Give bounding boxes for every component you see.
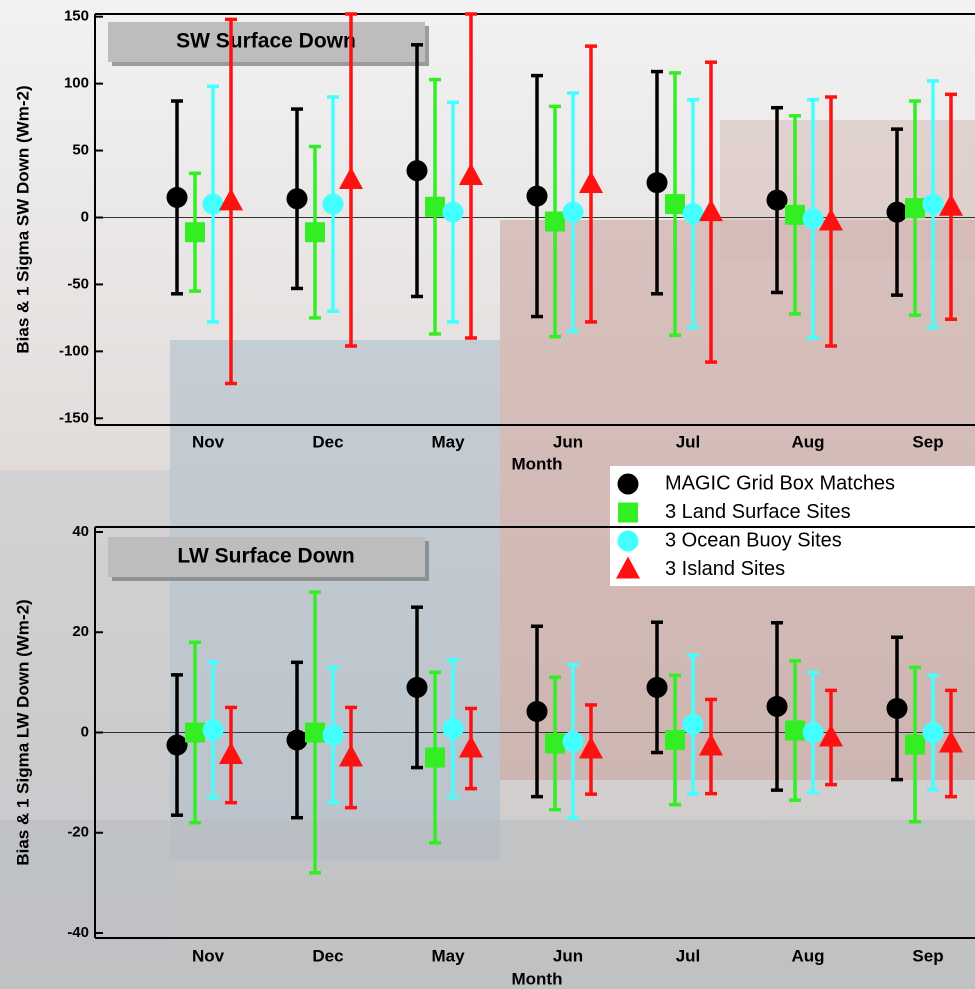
x-tick-label: Jul — [676, 432, 701, 451]
data-point — [545, 211, 565, 232]
x-tick-label: Jul — [676, 946, 701, 965]
y-axis-label: Bias & 1 Sigma LW Down (Wm-2) — [13, 599, 32, 865]
data-point — [819, 724, 843, 747]
data-point — [202, 719, 224, 741]
x-tick-label: Nov — [192, 432, 225, 451]
y-tick-label: -150 — [59, 409, 89, 426]
y-axis-label: Bias & 1 Sigma SW Down (Wm-2) — [13, 85, 32, 353]
x-tick-label: Nov — [192, 946, 225, 965]
data-point — [802, 208, 824, 230]
y-tick-label: -50 — [67, 275, 89, 292]
data-point — [219, 188, 243, 211]
x-tick-label: Aug — [791, 946, 824, 965]
data-point — [886, 201, 908, 223]
data-point — [305, 722, 325, 743]
legend-marker — [618, 502, 638, 523]
y-tick-label: 40 — [72, 523, 89, 540]
legend-label: 3 Land Surface Sites — [665, 501, 851, 523]
legend-marker — [617, 530, 639, 552]
legend-label: 3 Ocean Buoy Sites — [665, 529, 842, 551]
panel-title: SW Surface Down — [176, 30, 356, 53]
legend-marker — [616, 556, 640, 579]
x-axis-label: Month — [512, 454, 563, 473]
x-axis-label: Month — [512, 969, 563, 988]
y-tick-label: 100 — [64, 75, 89, 92]
y-tick-label: -100 — [59, 342, 89, 359]
data-point — [766, 695, 788, 717]
x-tick-label: Sep — [912, 432, 943, 451]
data-point — [785, 204, 805, 225]
legend-label: 3 Island Sites — [665, 558, 785, 580]
data-point — [922, 193, 944, 215]
data-point — [579, 736, 603, 759]
data-point — [185, 222, 205, 243]
x-tick-label: May — [431, 432, 465, 451]
data-point — [219, 742, 243, 765]
x-tick-label: Dec — [312, 432, 343, 451]
data-point — [185, 722, 205, 743]
data-point — [406, 676, 428, 698]
data-point — [682, 713, 704, 735]
data-point — [442, 201, 464, 223]
data-point — [939, 193, 963, 216]
data-point — [665, 194, 685, 215]
x-tick-label: Jun — [553, 432, 583, 451]
data-point — [886, 697, 908, 719]
data-point — [922, 722, 944, 743]
data-point — [305, 222, 325, 243]
data-point — [785, 720, 805, 741]
y-tick-label: 150 — [64, 8, 89, 25]
data-point — [425, 747, 445, 768]
x-tick-label: Jun — [553, 946, 583, 965]
data-point — [905, 198, 925, 219]
data-point — [699, 733, 723, 756]
data-point — [766, 189, 788, 211]
data-point — [579, 171, 603, 194]
x-tick-label: Sep — [912, 946, 943, 965]
x-tick-label: May — [431, 946, 465, 965]
legend-label: MAGIC Grid Box Matches — [665, 472, 895, 494]
x-tick-label: Aug — [791, 432, 824, 451]
data-point — [699, 199, 723, 222]
data-point — [202, 193, 224, 215]
data-point — [545, 733, 565, 754]
data-point — [286, 729, 308, 751]
data-point — [166, 186, 188, 208]
data-point — [322, 193, 344, 215]
y-tick-label: -20 — [67, 824, 89, 841]
y-tick-label: 20 — [72, 623, 89, 640]
x-tick-label: Dec — [312, 946, 343, 965]
data-point — [526, 700, 548, 722]
data-point — [562, 201, 584, 223]
data-point — [665, 730, 685, 751]
panel-title: LW Surface Down — [177, 545, 354, 568]
data-point — [905, 734, 925, 755]
legend-marker — [617, 473, 639, 495]
panel-title-box — [108, 22, 429, 581]
data-point — [819, 208, 843, 231]
data-point — [286, 188, 308, 210]
data-point — [562, 731, 584, 753]
data-point — [322, 724, 344, 746]
data-point — [646, 676, 668, 698]
data-point — [442, 717, 464, 739]
data-point — [459, 735, 483, 758]
data-point — [682, 202, 704, 224]
data-point — [339, 167, 363, 190]
data-point — [526, 185, 548, 207]
y-tick-label: 0 — [81, 208, 89, 225]
y-tick-label: 0 — [81, 723, 89, 740]
data-point — [425, 196, 445, 217]
data-point — [939, 730, 963, 753]
y-tick-label: 50 — [72, 142, 89, 159]
data-point — [646, 172, 668, 194]
y-tick-label: -40 — [67, 924, 89, 941]
data-point — [406, 160, 428, 182]
data-point — [166, 734, 188, 756]
data-point — [459, 162, 483, 185]
data-point — [339, 744, 363, 767]
data-point — [802, 722, 824, 743]
